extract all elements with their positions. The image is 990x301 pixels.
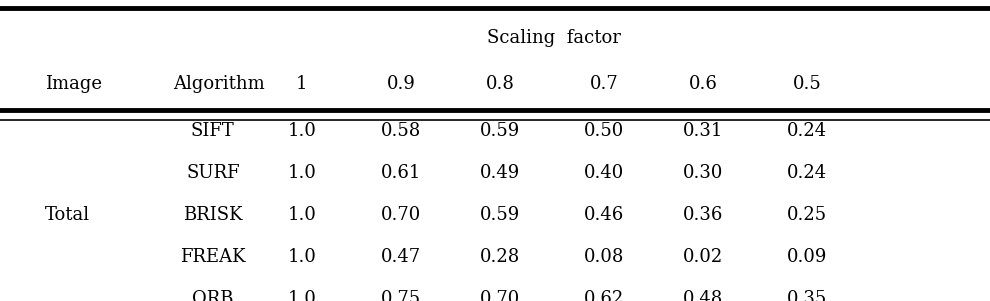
Text: 0.9: 0.9	[386, 75, 416, 93]
Text: SURF: SURF	[186, 164, 240, 182]
Text: 1: 1	[296, 75, 308, 93]
Text: 0.24: 0.24	[787, 122, 827, 140]
Text: 0.25: 0.25	[787, 206, 827, 224]
Text: 0.46: 0.46	[584, 206, 624, 224]
Text: 1.0: 1.0	[287, 206, 317, 224]
Text: 0.30: 0.30	[683, 164, 723, 182]
Text: 0.70: 0.70	[480, 290, 520, 301]
Text: Image: Image	[45, 75, 102, 93]
Text: 0.24: 0.24	[787, 164, 827, 182]
Text: 0.58: 0.58	[381, 122, 421, 140]
Text: 0.70: 0.70	[381, 206, 421, 224]
Text: 0.75: 0.75	[381, 290, 421, 301]
Text: 0.09: 0.09	[787, 248, 827, 266]
Text: 1.0: 1.0	[287, 248, 317, 266]
Text: 0.5: 0.5	[792, 75, 822, 93]
Text: 0.31: 0.31	[683, 122, 723, 140]
Text: 0.48: 0.48	[683, 290, 723, 301]
Text: 0.47: 0.47	[381, 248, 421, 266]
Text: FREAK: FREAK	[180, 248, 246, 266]
Text: 0.61: 0.61	[381, 164, 421, 182]
Text: 0.59: 0.59	[480, 122, 520, 140]
Text: Total: Total	[45, 206, 90, 224]
Text: 0.02: 0.02	[683, 248, 723, 266]
Text: 0.6: 0.6	[688, 75, 718, 93]
Text: ORB: ORB	[192, 290, 234, 301]
Text: 1.0: 1.0	[287, 290, 317, 301]
Text: BRISK: BRISK	[183, 206, 243, 224]
Text: 0.7: 0.7	[589, 75, 619, 93]
Text: Algorithm: Algorithm	[173, 75, 265, 93]
Text: 0.35: 0.35	[787, 290, 827, 301]
Text: SIFT: SIFT	[191, 122, 235, 140]
Text: 0.50: 0.50	[584, 122, 624, 140]
Text: 0.08: 0.08	[584, 248, 624, 266]
Text: 0.8: 0.8	[485, 75, 515, 93]
Text: 0.28: 0.28	[480, 248, 520, 266]
Text: 0.59: 0.59	[480, 206, 520, 224]
Text: 0.49: 0.49	[480, 164, 520, 182]
Text: 1.0: 1.0	[287, 122, 317, 140]
Text: 0.36: 0.36	[683, 206, 723, 224]
Text: 0.40: 0.40	[584, 164, 624, 182]
Text: Scaling  factor: Scaling factor	[487, 29, 622, 47]
Text: 1.0: 1.0	[287, 164, 317, 182]
Text: 0.62: 0.62	[584, 290, 624, 301]
